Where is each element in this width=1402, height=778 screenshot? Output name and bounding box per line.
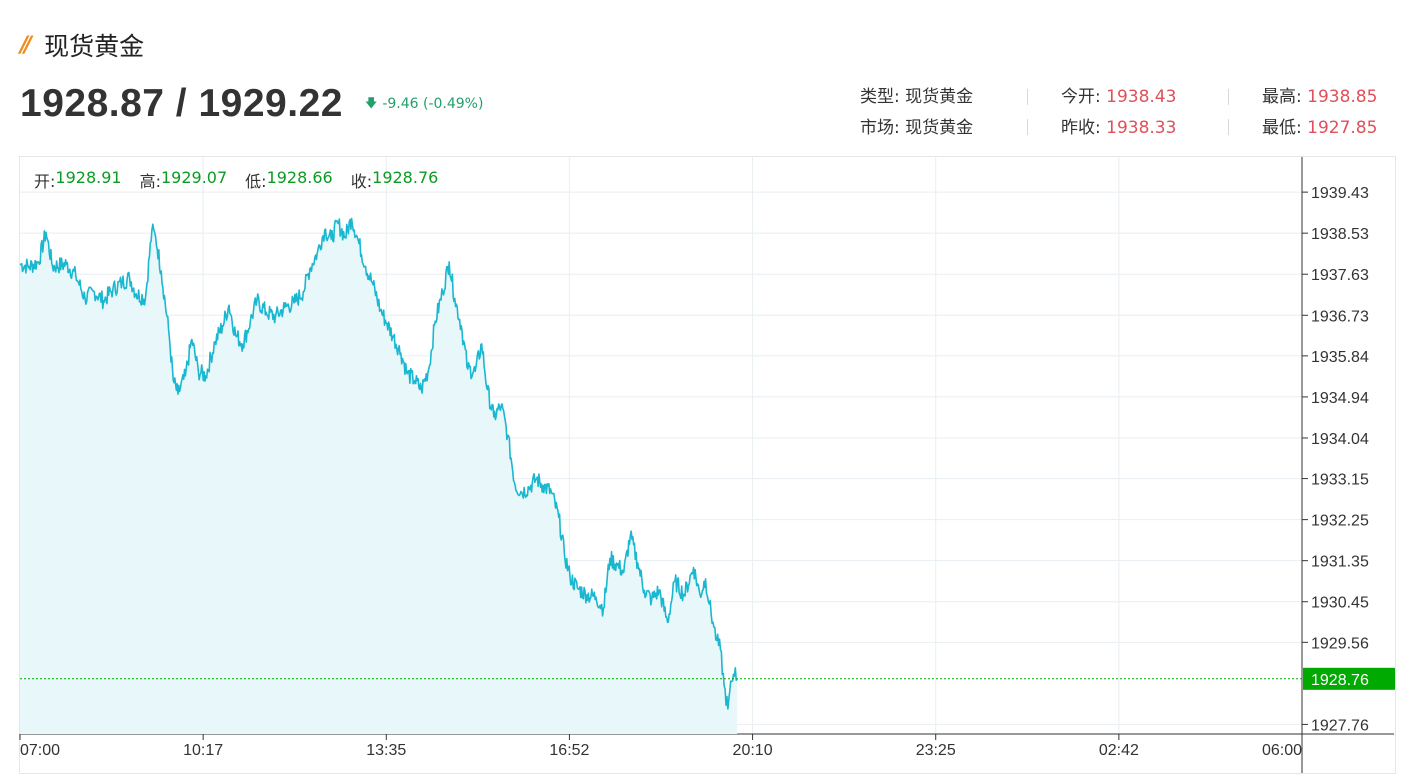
ohlc-high-value: 1929.07 [160, 168, 228, 187]
y-tick-label: 1934.94 [1311, 390, 1369, 407]
page-title: 现货黄金 [44, 32, 145, 61]
price-change-value: -9.46 (-0.49%) [382, 96, 484, 112]
ohlc-close-label: 收: [350, 172, 373, 191]
y-tick-label: 1938.53 [1311, 226, 1369, 243]
market-label: 市场: [860, 118, 900, 138]
current-price-label: 1928.76 [1311, 672, 1369, 689]
y-tick-label: 1927.76 [1311, 717, 1369, 734]
ohlc-close-value: 1928.76 [372, 168, 439, 187]
price-line [19, 217, 738, 710]
y-tick-label: 1937.63 [1311, 267, 1369, 284]
divider [1228, 89, 1229, 105]
chart-frame[interactable] [19, 156, 1396, 774]
ohlc-open-label: 开: [34, 172, 56, 191]
x-tick-label: 02:42 [1099, 742, 1139, 759]
open-value: 1938.43 [1106, 87, 1177, 107]
x-tick-label: 20:10 [733, 742, 773, 759]
ohlc-high-label: 高: [139, 172, 161, 191]
y-tick-label: 1933.15 [1311, 472, 1369, 489]
prev-close-label: 昨收: [1061, 118, 1101, 138]
ohlc-open-value: 1928.91 [55, 168, 122, 187]
market-value: 现货黄金 [905, 118, 974, 138]
prev-close-value: 1938.33 [1106, 118, 1177, 138]
high-value: 1938.85 [1307, 87, 1378, 107]
ohlc-readout: 开: 1928.91 高: 1929.07 低: 1928.66 收: 1928.76 [34, 168, 438, 192]
ohlc-low-label: 低: [245, 172, 267, 191]
y-tick-label: 1935.84 [1311, 349, 1369, 366]
type-label: 类型: [860, 87, 900, 107]
y-tick-label: 1932.25 [1311, 513, 1369, 530]
current-price-badge [1303, 667, 1395, 690]
y-tick-label: 1936.73 [1311, 308, 1369, 325]
price-area [20, 218, 738, 734]
x-tick-label: 16:52 [549, 742, 589, 759]
divider [1027, 89, 1028, 105]
price-row: 1928.87 / 1929.22 🡇 -9.46 (-0.49%) [20, 82, 483, 126]
info-high-low: 最高: 1938.85 最低: 1927.85 [1262, 82, 1377, 144]
info-open-prev: 今开: 1938.43 昨收: 1938.33 [1061, 82, 1176, 144]
arrow-down-icon: 🡇 [364, 95, 378, 110]
divider [1228, 119, 1229, 135]
x-tick-label: 06:00 [1262, 742, 1302, 759]
ohlc-low-value: 1928.66 [266, 168, 333, 187]
low-value: 1927.85 [1307, 118, 1378, 138]
type-value: 现货黄金 [905, 87, 974, 107]
y-tick-label: 1930.45 [1311, 595, 1369, 612]
high-label: 最高: [1262, 87, 1302, 107]
x-tick-label: 10:17 [183, 742, 223, 759]
y-tick-label: 1934.04 [1311, 431, 1369, 448]
x-tick-label: 13:35 [366, 742, 406, 759]
price-change: 🡇 -9.46 (-0.49%) [365, 94, 483, 115]
divider [1027, 119, 1028, 135]
info-type-market: 类型: 现货黄金 市场: 现货黄金 [860, 82, 973, 144]
low-label: 最低: [1262, 118, 1302, 138]
bid-ask-price: 1928.87 / 1929.22 [20, 82, 343, 125]
y-tick-label: 1939.43 [1311, 185, 1369, 202]
open-label: 今开: [1061, 87, 1101, 107]
y-tick-label: 1931.35 [1311, 554, 1369, 571]
y-tick-label: 1929.56 [1311, 635, 1369, 652]
page-title-row: // 现货黄金 [20, 28, 144, 62]
x-tick-label: 23:25 [916, 742, 956, 759]
x-tick-label: 07:00 [20, 742, 60, 759]
